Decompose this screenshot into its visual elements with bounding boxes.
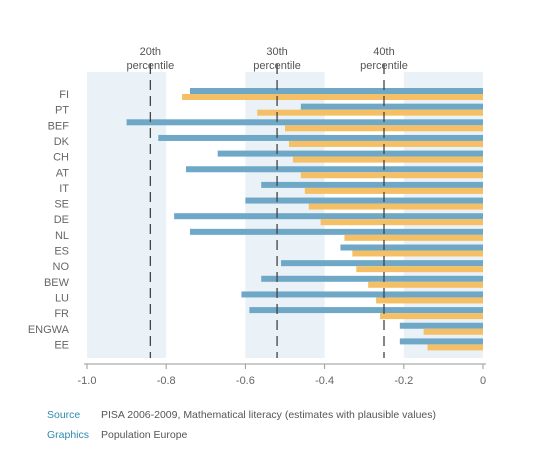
category-label-it: IT: [59, 183, 69, 195]
bar-fr-series-2: [380, 313, 483, 320]
percentile-label-3-line-1: 40th: [373, 46, 394, 58]
bar-ch-series-2: [292, 156, 483, 163]
category-label-lu: LU: [55, 292, 69, 304]
percentile-band-1: [87, 72, 167, 358]
bar-engwa-series-1: [399, 322, 483, 329]
x-tick-label-1: -1.0: [78, 375, 97, 387]
x-tick-label-3: -0.6: [236, 375, 255, 387]
bar-fi-series-1: [189, 88, 483, 94]
x-tick-label-2: -0.8: [157, 375, 176, 387]
bar-ee-series-1: [399, 338, 483, 345]
bar-se-series-1: [245, 197, 483, 204]
bar-it-series-2: [304, 187, 483, 194]
bar-fi-series-2: [182, 94, 484, 100]
source-text: PISA 2006-2009, Mathematical literacy (e…: [101, 409, 436, 421]
bar-ee-series-2: [427, 344, 483, 351]
bar-dk-series-2: [288, 140, 483, 147]
graphics-text: Population Europe: [101, 429, 188, 441]
category-label-es: ES: [54, 246, 69, 258]
bar-at-series-2: [300, 172, 483, 179]
bar-at-series-1: [186, 166, 483, 173]
bar-se-series-2: [308, 203, 483, 210]
bar-chart: FI PT BEF DK CH AT IT SE DE NL ES NO BEW LU FR ENGWA EE 2…: [28, 46, 486, 387]
bar-de-series-2: [320, 219, 483, 226]
bar-bef-series-1: [126, 119, 483, 126]
category-label-fr: FR: [54, 308, 69, 320]
x-tick-label-5: -0.2: [394, 375, 413, 387]
category-label-fi: FI: [59, 89, 69, 101]
bar-bew-series-2: [368, 281, 483, 288]
percentile-label-2-line-1: 30th: [266, 46, 287, 58]
bar-es-series-2: [352, 250, 483, 257]
bar-dk-series-1: [158, 134, 483, 141]
bar-nl-series-1: [189, 228, 483, 235]
category-label-bew: BEW: [44, 277, 70, 289]
category-label-se: SE: [54, 199, 69, 211]
graphics-key: Graphics: [47, 429, 90, 441]
bar-fr-series-1: [249, 307, 483, 314]
category-label-pt: PT: [55, 105, 69, 117]
graphics-note: Graphics Population Europe: [47, 429, 187, 441]
category-label-nl: NL: [55, 230, 69, 242]
category-label-de: DE: [54, 214, 69, 226]
bar-pt-series-2: [257, 109, 483, 116]
x-tick-label-4: -0.4: [315, 375, 334, 387]
category-label-engwa: ENGWA: [28, 324, 70, 336]
bar-it-series-1: [261, 181, 483, 188]
bar-no-series-2: [356, 266, 483, 273]
category-label-dk: DK: [54, 136, 70, 148]
category-label-at: AT: [56, 167, 70, 179]
bar-nl-series-2: [344, 234, 483, 241]
bar-lu-series-1: [241, 291, 483, 298]
percentile-label-1-line-1: 20th: [140, 46, 161, 58]
bar-pt-series-1: [300, 103, 483, 110]
bar-engwa-series-2: [423, 328, 483, 335]
category-label-ch: CH: [53, 152, 69, 164]
bar-ch-series-1: [217, 150, 483, 157]
bar-es-series-1: [340, 244, 483, 251]
bar-de-series-1: [174, 213, 483, 220]
percentile-label-1-line-2: percentile: [127, 60, 175, 72]
x-tick-label-6: 0: [480, 375, 486, 387]
bar-lu-series-2: [376, 297, 483, 304]
percentile-label-2-line-2: percentile: [253, 60, 301, 72]
bar-bew-series-1: [261, 275, 483, 282]
bar-no-series-1: [281, 260, 483, 267]
source-note: Source PISA 2006-2009, Mathematical liter…: [47, 409, 436, 421]
percentile-label-3-line-2: percentile: [360, 60, 408, 72]
category-label-ee: EE: [54, 339, 69, 351]
category-label-no: NO: [53, 261, 70, 273]
source-key: Source: [47, 409, 81, 421]
category-label-bef: BEF: [48, 120, 70, 132]
